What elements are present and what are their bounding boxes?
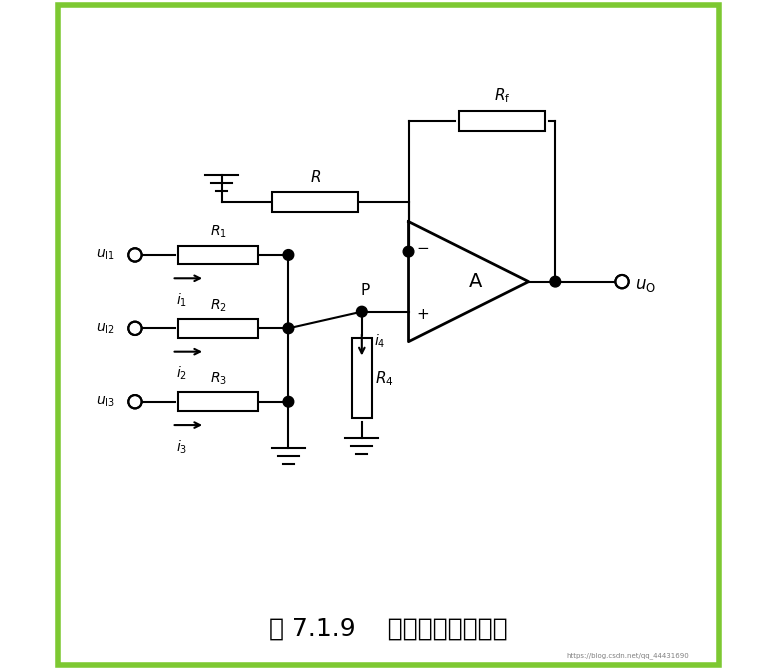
Circle shape bbox=[615, 275, 629, 288]
Text: $u_{\rm I2}$: $u_{\rm I2}$ bbox=[96, 321, 115, 336]
Bar bbox=[179, 246, 259, 264]
Bar bbox=[272, 192, 358, 212]
Text: $R$: $R$ bbox=[309, 169, 321, 185]
Text: P: P bbox=[361, 283, 370, 298]
Circle shape bbox=[128, 249, 141, 261]
Circle shape bbox=[550, 276, 561, 287]
Bar bbox=[179, 393, 259, 411]
Text: $i_3$: $i_3$ bbox=[176, 438, 187, 456]
Circle shape bbox=[357, 306, 368, 317]
Text: $R_3$: $R_3$ bbox=[210, 371, 227, 387]
Text: $R_1$: $R_1$ bbox=[210, 224, 227, 241]
Circle shape bbox=[403, 247, 414, 257]
Bar bbox=[458, 111, 545, 131]
Text: +: + bbox=[416, 308, 430, 322]
Text: $R_2$: $R_2$ bbox=[210, 297, 227, 314]
Circle shape bbox=[128, 395, 141, 409]
Bar bbox=[352, 338, 372, 418]
Text: $i_4$: $i_4$ bbox=[374, 333, 385, 350]
Text: −: − bbox=[416, 241, 430, 256]
Text: $u_{\rm O}$: $u_{\rm O}$ bbox=[636, 276, 657, 294]
Circle shape bbox=[128, 322, 141, 335]
Text: $R_4$: $R_4$ bbox=[375, 369, 394, 388]
Circle shape bbox=[283, 323, 294, 334]
Text: $u_{\rm I1}$: $u_{\rm I1}$ bbox=[96, 248, 115, 262]
Text: $R_{\rm f}$: $R_{\rm f}$ bbox=[493, 86, 510, 105]
Bar bbox=[179, 319, 259, 338]
Text: https://blog.csdn.net/qq_44431690: https://blog.csdn.net/qq_44431690 bbox=[566, 652, 688, 659]
Text: $i_1$: $i_1$ bbox=[176, 291, 187, 309]
Text: $i_2$: $i_2$ bbox=[176, 365, 187, 383]
Text: 图 7.1.9    同相求和运算电路: 图 7.1.9 同相求和运算电路 bbox=[269, 616, 508, 641]
Circle shape bbox=[283, 397, 294, 407]
Text: A: A bbox=[469, 272, 482, 291]
Text: $u_{\rm I3}$: $u_{\rm I3}$ bbox=[96, 395, 115, 409]
Circle shape bbox=[283, 250, 294, 260]
